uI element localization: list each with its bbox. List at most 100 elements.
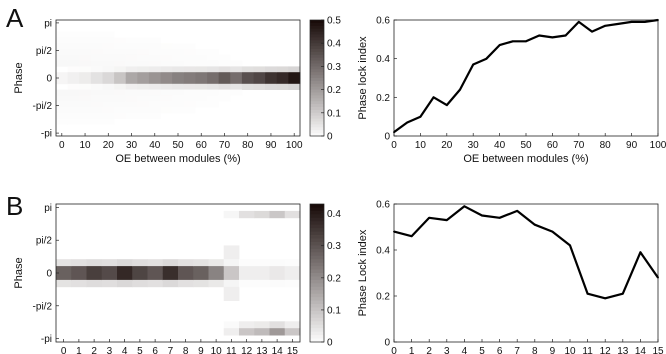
y-tick-label: -pi (41, 129, 52, 140)
x-tick-label: 30 (468, 140, 480, 151)
colorbar-step (310, 72, 324, 76)
heatmap-cell (183, 54, 196, 61)
heatmap-cell (147, 259, 164, 267)
colorbar-step (310, 262, 324, 267)
heatmap-cell (239, 259, 255, 267)
heatmap-cell (114, 107, 127, 114)
data-point (657, 276, 659, 279)
heatmap-cell (195, 89, 208, 96)
heatmap-cell (114, 83, 127, 90)
heatmap-cell (67, 49, 80, 56)
heatmap-cell (101, 279, 118, 288)
heatmap-cell (148, 83, 161, 90)
heatmap-cell (79, 101, 92, 108)
x-tick-label: 5 (479, 346, 485, 354)
x-tick-label: 70 (573, 140, 585, 151)
colorbar-tick-label: 0.1 (327, 108, 341, 119)
colorbar-step (310, 273, 324, 277)
heatmap-cell (276, 72, 289, 79)
heatmap-cell (125, 112, 138, 119)
y-tick-label: pi/2 (36, 236, 53, 247)
heatmap-cell (102, 118, 115, 125)
heatmap-cell (56, 118, 69, 125)
heatmap-cell (102, 95, 115, 102)
data-point (639, 251, 642, 254)
heatmap-cell (137, 37, 150, 44)
x-tick-label: 40 (149, 140, 161, 151)
x-tick-label: 90 (626, 140, 638, 151)
heatmap-cell (56, 112, 69, 119)
x-tick-label: 80 (600, 140, 612, 151)
heatmap-cell (223, 245, 240, 253)
heatmap-cell (79, 72, 92, 79)
data-point (591, 30, 593, 33)
heatmap-cell (71, 273, 87, 281)
heatmap-cell (254, 266, 270, 274)
data-point (533, 223, 536, 226)
heatmap-cell (239, 210, 255, 219)
heatmap-cell (223, 279, 240, 288)
colorbar-step (310, 66, 324, 70)
colorbar-step (310, 290, 324, 295)
y-tick-label: pi/2 (36, 46, 53, 57)
heatmap-cell (223, 286, 240, 295)
y-tick-label: 0.6 (376, 200, 390, 211)
data-point (472, 63, 475, 66)
colorbar-step (310, 46, 324, 50)
data-point (406, 121, 409, 124)
heatmap-cell (90, 118, 103, 125)
heatmap-cell (114, 60, 127, 67)
heatmap-cell (79, 89, 92, 96)
x-tick-label: 12 (600, 346, 612, 354)
y-tick-label: pi (44, 203, 52, 214)
data-point (511, 40, 514, 43)
heatmap-cell (67, 66, 80, 73)
x-tick-label: 3 (107, 346, 113, 354)
heatmap-cell (125, 37, 138, 44)
colorbar-step (310, 307, 324, 312)
heatmap-cell (193, 273, 209, 281)
x-tick-label: 10 (211, 346, 223, 354)
colorbar-tick-label: 0.4 (327, 209, 341, 220)
heatmap-cell (230, 89, 243, 96)
heatmap-cell (101, 273, 118, 281)
heatmap-cell (117, 259, 133, 267)
heatmap-cell (288, 72, 301, 79)
series-line (393, 18, 659, 133)
heatmap-cell (137, 43, 150, 50)
heatmap-cell (239, 279, 255, 288)
colorbar-step (310, 63, 324, 67)
x-tick-label: 0 (391, 346, 397, 354)
heatmap-cell (172, 83, 185, 90)
y-tick-label: -pi (41, 334, 52, 345)
heatmap-cell (223, 293, 240, 301)
heatmap-cell (239, 321, 255, 329)
heatmap-cell (102, 83, 115, 90)
x-tick-label: 80 (242, 140, 254, 151)
heatmap-cell (114, 101, 127, 108)
heatmap-cell (125, 60, 138, 67)
heatmap-a: 0 10 20 30 40 50 60 70 80 90 100 pi pi/2 0 -pi/2 -pi OE … (13, 16, 341, 166)
heatmap-cell (284, 259, 301, 267)
colorbar-step (310, 92, 324, 96)
heatmap-cell (269, 321, 286, 329)
heatmap-cell (56, 43, 69, 50)
y-axis-label: Phase (13, 257, 25, 288)
heatmap-cell (160, 49, 173, 56)
heatmap-cell (90, 54, 103, 61)
colorbar-step (310, 28, 324, 32)
line-chart-a: 0 10 20 30 40 50 60 70 80 90 100 0 0.2 0.4 0.6 OE betwe… (357, 16, 666, 166)
data-point (410, 235, 413, 238)
heatmap-cell (254, 321, 270, 329)
heatmap-cell (172, 66, 185, 73)
heatmap-cell (102, 43, 115, 50)
heatmap-cell (239, 328, 255, 336)
heatmap-cell (183, 60, 196, 67)
heatmap-cell (137, 89, 150, 96)
colorbar-step (310, 130, 324, 134)
heatmap-cell (172, 60, 185, 67)
heatmap-cell (223, 273, 240, 281)
colorbar-step (310, 31, 324, 35)
heatmap-cell (172, 89, 185, 96)
